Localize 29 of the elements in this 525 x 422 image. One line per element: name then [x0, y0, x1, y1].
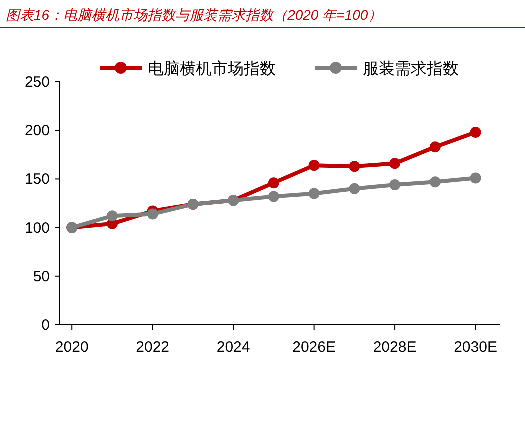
- point: [349, 183, 360, 194]
- chart-title: 图表16：电脑横机市场指数与服装需求指数（2020 年=100）: [6, 7, 382, 23]
- point: [308, 160, 320, 172]
- point: [308, 188, 320, 200]
- point: [470, 172, 482, 184]
- point: [106, 210, 118, 222]
- y-tick-label: 200: [24, 122, 50, 140]
- point: [349, 161, 360, 172]
- point: [390, 158, 401, 170]
- y-tick-label: 150: [24, 171, 50, 188]
- point: [268, 191, 280, 202]
- y-tick-label: 0: [42, 317, 50, 334]
- legend-label: 服装需求指数: [363, 60, 459, 78]
- y-tick-label: 100: [24, 220, 50, 237]
- x-tick-label: 2020: [55, 339, 89, 356]
- x-tick-label: 2028E: [373, 339, 417, 356]
- x-tick-label: 2030E: [454, 339, 498, 356]
- point: [390, 180, 401, 191]
- x-tick-label: 2022: [136, 339, 170, 356]
- y-tick-label: 250: [24, 74, 50, 91]
- point: [147, 208, 158, 220]
- point: [268, 178, 280, 189]
- x-tick-label: 2024: [216, 339, 250, 356]
- y-tick-label: 50: [33, 268, 50, 286]
- point: [430, 142, 441, 153]
- point: [430, 176, 441, 188]
- legend-label: 电脑横机市场指数: [148, 60, 276, 78]
- point: [470, 127, 482, 138]
- x-tick-label: 2026E: [292, 339, 336, 356]
